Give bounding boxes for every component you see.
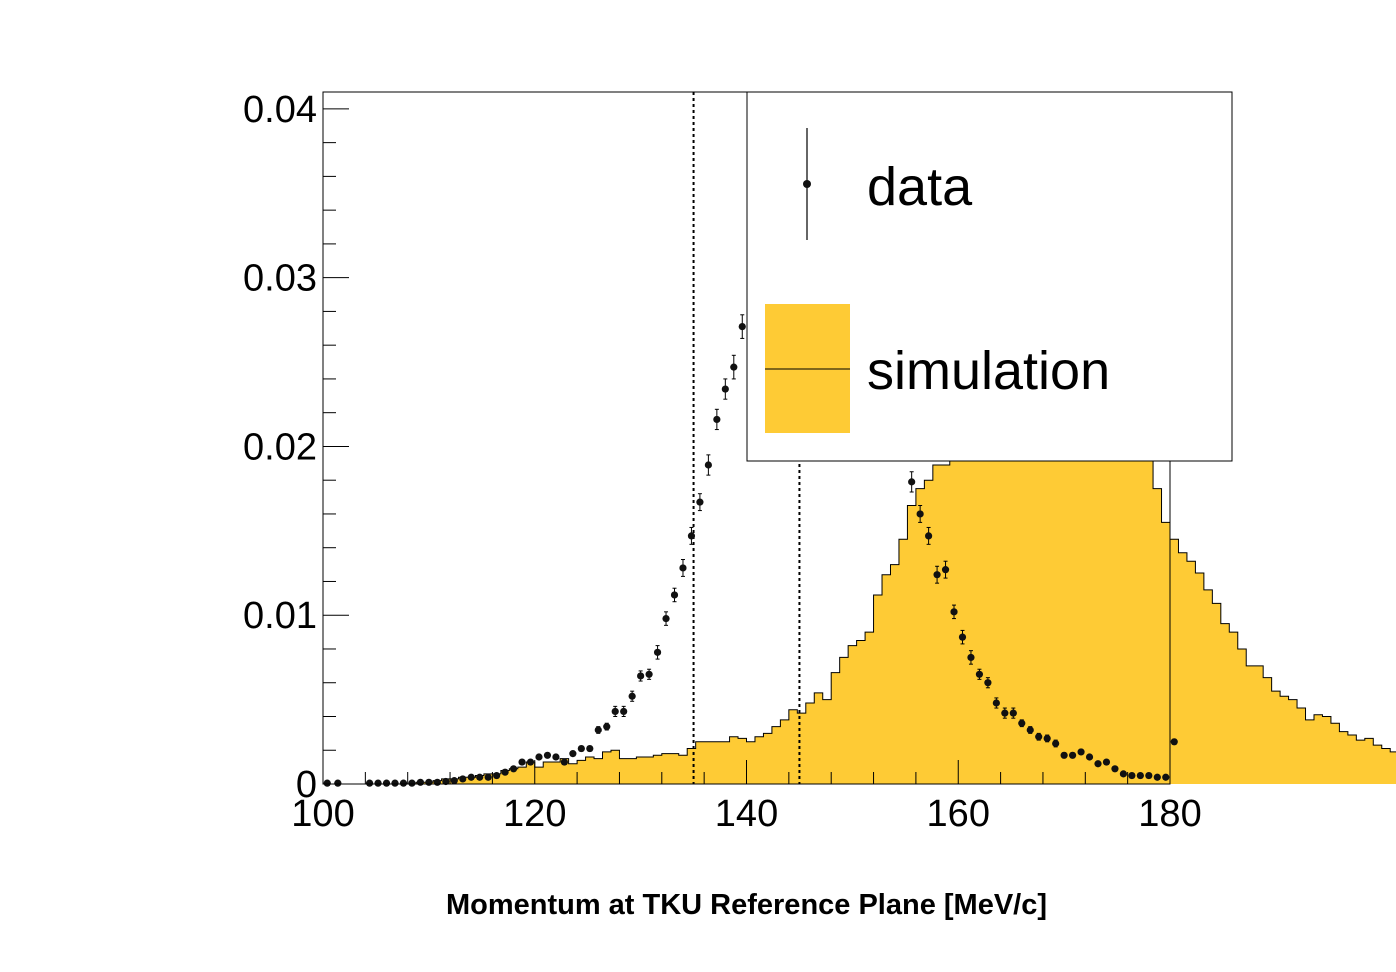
data-point	[391, 779, 399, 787]
data-point	[374, 779, 382, 787]
data-point	[560, 758, 568, 766]
data-point	[950, 604, 958, 620]
data-point	[334, 779, 342, 787]
y-tick-label: 0.04	[243, 89, 317, 131]
data-point	[459, 775, 467, 783]
x-tick-label: 140	[715, 793, 778, 835]
data-point	[916, 505, 924, 523]
data-point	[535, 753, 543, 761]
data-point	[975, 668, 984, 680]
data-point	[1128, 771, 1136, 780]
data-point	[925, 526, 933, 545]
data-points	[323, 307, 1178, 787]
y-tick-label: 0.01	[243, 595, 317, 637]
data-point	[408, 779, 416, 787]
data-point	[1009, 707, 1017, 719]
data-point	[467, 773, 475, 781]
data-point	[721, 378, 729, 400]
data-point	[382, 779, 391, 787]
data-point	[984, 677, 992, 689]
data-point	[577, 744, 585, 753]
data-point	[713, 408, 721, 431]
data-point	[908, 471, 916, 493]
data-point	[1068, 751, 1077, 759]
data-point	[1085, 753, 1094, 761]
data-point	[1035, 732, 1043, 741]
data-point	[1145, 771, 1153, 780]
data-point	[501, 768, 509, 776]
data-point	[1001, 707, 1009, 719]
x-tick-label: 180	[1138, 793, 1201, 835]
data-point	[1060, 751, 1068, 759]
data-point	[569, 750, 577, 758]
data-point	[958, 629, 967, 645]
data-point	[933, 565, 941, 584]
data-point	[442, 777, 450, 786]
data-point	[687, 526, 696, 545]
data-point	[1153, 773, 1161, 781]
data-point	[696, 493, 704, 512]
x-tick-label: 120	[503, 793, 566, 835]
legend-label-data: data	[867, 157, 973, 217]
data-point	[1102, 758, 1111, 766]
data-point	[1026, 726, 1034, 734]
data-point	[603, 722, 611, 731]
data-point	[484, 773, 492, 781]
data-point	[941, 560, 950, 579]
data-point	[365, 779, 374, 787]
data-point	[620, 705, 628, 717]
data-point	[628, 690, 636, 702]
data-point	[509, 765, 518, 773]
axes: 100 120 140 160 180 0 0.01 0.02 0.03 0.04	[243, 89, 1202, 835]
data-point	[1111, 765, 1119, 773]
data-point	[586, 744, 594, 753]
data-point	[416, 778, 425, 786]
data-point	[1170, 738, 1178, 746]
data-point	[552, 753, 560, 761]
data-point	[1119, 770, 1128, 778]
data-point	[1136, 771, 1144, 780]
data-point	[425, 778, 433, 786]
data-point	[1018, 719, 1026, 728]
data-point	[493, 771, 501, 780]
y-tick-label: 0	[296, 764, 317, 806]
data-point	[1052, 739, 1060, 748]
data-point	[704, 454, 712, 476]
data-point	[611, 705, 619, 717]
data-point	[433, 778, 441, 786]
data-point	[1162, 773, 1170, 781]
y-tick-label: 0.02	[243, 426, 317, 468]
legend-data-marker	[803, 180, 811, 188]
y-tick-label: 0.03	[243, 258, 317, 300]
data-point	[967, 650, 975, 665]
data-point	[645, 668, 653, 680]
data-point	[653, 645, 662, 660]
data-point	[323, 779, 331, 787]
data-point	[476, 773, 484, 781]
data-point	[1077, 748, 1085, 756]
data-point	[399, 779, 408, 787]
data-point	[679, 559, 687, 577]
data-point	[1043, 734, 1051, 743]
data-point	[1094, 760, 1102, 768]
data-point	[730, 354, 738, 380]
data-point	[670, 587, 679, 603]
legend-label-simulation: simulation	[867, 341, 1110, 401]
data-point	[526, 758, 535, 766]
legend: data simulation	[746, 91, 1233, 462]
x-axis-title: Momentum at TKU Reference Plane [MeV/c]	[446, 889, 1047, 921]
data-point	[637, 670, 645, 682]
x-tick-label: 100	[291, 793, 354, 835]
data-point	[662, 611, 670, 626]
data-point	[518, 758, 526, 766]
data-point	[992, 697, 1000, 709]
data-point	[450, 777, 458, 785]
data-point	[738, 314, 746, 339]
data-point	[594, 726, 602, 734]
data-point	[543, 751, 552, 759]
x-tick-label: 160	[927, 793, 990, 835]
